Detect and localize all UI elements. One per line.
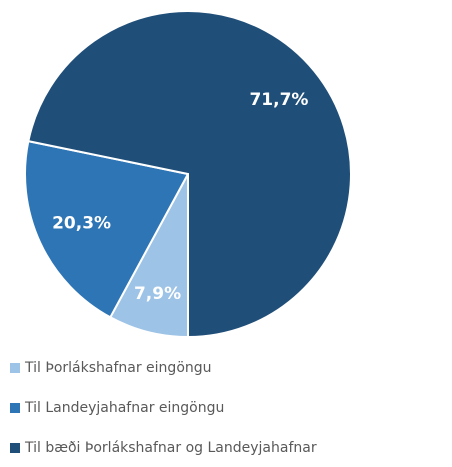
legend-label: Til Þorlákshafnar eingöngu xyxy=(24,360,212,376)
legend-label: Til Landeyjahafnar eingöngu xyxy=(24,400,224,416)
legend-swatch xyxy=(10,403,20,413)
data-label: 71,7% xyxy=(249,90,308,110)
legend-swatch xyxy=(10,363,20,373)
data-label: 20,3% xyxy=(52,214,111,234)
pie-slice xyxy=(24,139,190,319)
legend-label: Til bæði Þorlákshafnar og Landeyjahafnar xyxy=(24,440,317,456)
legend-swatch xyxy=(10,443,20,453)
pie-slice xyxy=(27,10,352,339)
data-label: 7,9% xyxy=(134,284,181,304)
